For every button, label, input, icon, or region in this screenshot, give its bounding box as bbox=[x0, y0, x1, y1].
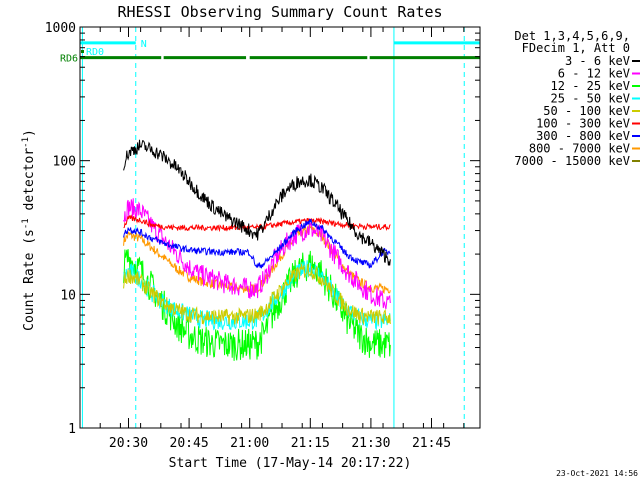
y-tick-label: 100 bbox=[53, 155, 76, 170]
y-axis-label: Count Rate (s-1 detector-1) bbox=[21, 129, 37, 331]
x-axis-label: Start Time (17-May-14 20:17:22) bbox=[169, 456, 412, 471]
x-tick-label: 20:45 bbox=[170, 436, 209, 451]
axes: 1 10 100 1000 20:30 20:45 21:00 21:15 21:30 21:45 bbox=[45, 21, 481, 451]
series-line bbox=[123, 218, 391, 269]
legend-header-1: Det 1,3,4,5,6,9, bbox=[514, 29, 630, 43]
x-tick-label: 21:30 bbox=[351, 436, 390, 451]
legend-header-2: FDecim 1, Att 0 bbox=[522, 41, 630, 55]
series-line bbox=[123, 198, 391, 310]
y-tick-label: 1 bbox=[68, 422, 76, 437]
plot-frame bbox=[79, 26, 481, 429]
legend: Det 1,3,4,5,6,9, FDecim 1, Att 0 3 - 6 k… bbox=[514, 29, 640, 168]
legend-label: 50 - 100 keV bbox=[543, 104, 630, 118]
x-tick-label: 20:30 bbox=[109, 436, 148, 451]
y-axis-label-mid: detector bbox=[22, 148, 37, 219]
legend-label: 3 - 6 keV bbox=[565, 54, 630, 68]
y-tick-label: 1000 bbox=[45, 21, 76, 36]
legend-label: 6 - 12 keV bbox=[558, 67, 630, 81]
y-axis-label-start: Count Rate (s bbox=[22, 229, 37, 331]
x-tick-label: 21:45 bbox=[412, 436, 451, 451]
state-bar-dot bbox=[81, 50, 84, 54]
y-axis-label-end: ) bbox=[22, 129, 37, 137]
legend-label: 800 - 7000 keV bbox=[529, 142, 630, 156]
state-bar-label: RD0 bbox=[86, 47, 104, 58]
state-bar-marker: N bbox=[141, 39, 147, 50]
state-bars: RD0 N RD6 bbox=[60, 39, 480, 65]
y-axis-label-sup2: -1 bbox=[21, 137, 31, 148]
y-tick-label: 10 bbox=[60, 288, 76, 303]
legend-label: 7000 - 15000 keV bbox=[514, 154, 630, 168]
x-tick-label: 21:15 bbox=[291, 436, 330, 451]
plot-area bbox=[81, 27, 465, 428]
legend-label: 12 - 25 keV bbox=[551, 79, 630, 93]
series-line bbox=[123, 263, 391, 326]
legend-label: 300 - 800 keV bbox=[536, 129, 630, 143]
chart-title: RHESSI Observing Summary Count Rates bbox=[117, 3, 442, 21]
series-line bbox=[123, 214, 391, 233]
x-tick-label: 21:00 bbox=[230, 436, 269, 451]
legend-label: 25 - 50 keV bbox=[551, 92, 630, 106]
legend-label: 100 - 300 keV bbox=[536, 117, 630, 131]
series-line bbox=[123, 139, 391, 266]
y-axis-label-sup: -1 bbox=[21, 218, 31, 229]
state-bar-label: RD6 bbox=[60, 54, 78, 65]
timestamp: 23-Oct-2021 14:56 bbox=[556, 469, 638, 478]
